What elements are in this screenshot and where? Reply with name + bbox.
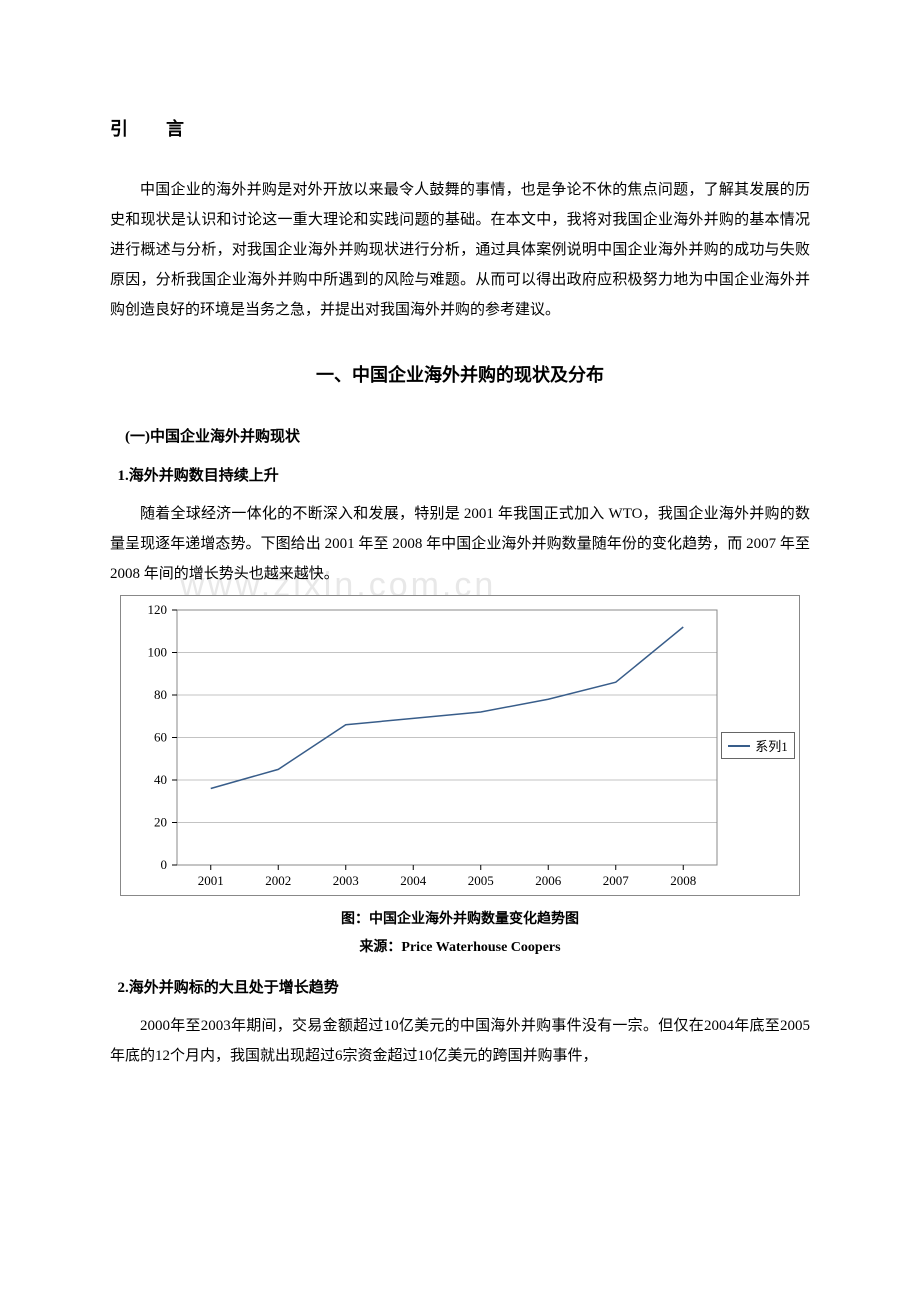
intro-heading: 引 言 bbox=[110, 115, 810, 141]
chart-box: 0 20 40 60 80 100 120 2001 2002 2003 2004 2005 2006 2… bbox=[120, 595, 800, 896]
subsubsection-title-1: 1.海外并购数目持续上升 bbox=[118, 464, 811, 485]
chart-legend: 系列1 bbox=[721, 732, 795, 759]
body-text-2: 2000年至2003年期间，交易金额超过10亿美元的中国海外并购事件没有一宗。但… bbox=[110, 1011, 810, 1071]
svg-text:120: 120 bbox=[148, 602, 168, 617]
svg-text:2003: 2003 bbox=[333, 873, 359, 888]
line-chart: 0 20 40 60 80 100 120 2001 2002 2003 2004 2005 2006 2… bbox=[121, 596, 727, 895]
svg-text:40: 40 bbox=[154, 772, 167, 787]
subsection-title: (一)中国企业海外并购现状 bbox=[125, 425, 810, 446]
svg-text:100: 100 bbox=[148, 645, 168, 660]
intro-paragraph: 中国企业的海外并购是对外开放以来最令人鼓舞的事情，也是争论不休的焦点问题，了解其… bbox=[110, 175, 810, 325]
chart-source: 来源：Price Waterhouse Coopers bbox=[110, 936, 810, 956]
svg-text:2007: 2007 bbox=[603, 873, 630, 888]
svg-text:2002: 2002 bbox=[265, 873, 291, 888]
svg-text:20: 20 bbox=[154, 815, 167, 830]
svg-text:80: 80 bbox=[154, 687, 167, 702]
svg-text:0: 0 bbox=[161, 857, 168, 872]
chart-caption: 图：中国企业海外并购数量变化趋势图 bbox=[110, 908, 810, 928]
svg-text:2008: 2008 bbox=[670, 873, 696, 888]
section-title: 一、中国企业海外并购的现状及分布 bbox=[110, 361, 810, 387]
legend-label: 系列1 bbox=[755, 736, 788, 755]
svg-text:2001: 2001 bbox=[198, 873, 224, 888]
svg-text:2005: 2005 bbox=[468, 873, 494, 888]
chart-container: 0 20 40 60 80 100 120 2001 2002 2003 2004 2005 2006 2… bbox=[110, 595, 810, 896]
svg-text:2006: 2006 bbox=[535, 873, 562, 888]
body-text-1: 随着全球经济一体化的不断深入和发展，特别是 2001 年我国正式加入 WTO，我… bbox=[110, 499, 810, 589]
legend-line-icon bbox=[728, 745, 750, 747]
svg-text:60: 60 bbox=[154, 730, 167, 745]
subsubsection-title-2: 2.海外并购标的大且处于增长趋势 bbox=[118, 976, 811, 997]
svg-text:2004: 2004 bbox=[400, 873, 427, 888]
